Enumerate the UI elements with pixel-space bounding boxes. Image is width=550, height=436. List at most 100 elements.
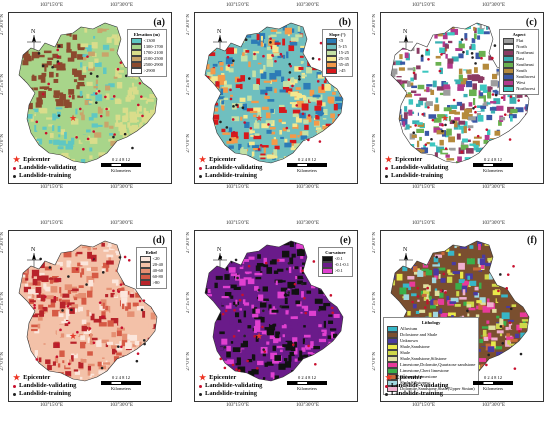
landslide-point bbox=[307, 138, 310, 142]
y-tick: 27°15'0"N bbox=[186, 292, 191, 314]
legend-c: Aspect Flat North Northeast East Southeast Sou… bbox=[499, 29, 539, 95]
scale-bar-graphic bbox=[287, 381, 327, 385]
legend-item: Dolomite,Limestone bbox=[387, 374, 475, 380]
landslide-point bbox=[471, 56, 474, 59]
landslide-point bbox=[274, 59, 277, 63]
points-legend-label: Epicenter bbox=[23, 156, 51, 163]
map-frame: ★ N (a) Elevation (m) <1300 1300-1700 1700-210… bbox=[8, 12, 172, 184]
landslide-point bbox=[301, 269, 304, 273]
landslide-point bbox=[56, 55, 60, 58]
legend-swatch bbox=[503, 50, 515, 56]
landslide-point bbox=[485, 363, 488, 367]
landslide-point bbox=[259, 143, 263, 147]
landslide-point bbox=[219, 357, 223, 361]
landslide-point bbox=[120, 345, 123, 349]
landslide-point bbox=[70, 308, 73, 312]
legend-item: West bbox=[503, 80, 535, 86]
legend-swatch bbox=[387, 344, 398, 350]
landslide-point bbox=[248, 77, 251, 80]
landslide-point bbox=[98, 301, 102, 304]
north-arrow-icon: N bbox=[397, 27, 415, 49]
legend-item: 5-15 bbox=[325, 44, 350, 50]
epicenter-icon: ★ bbox=[385, 373, 393, 382]
landslide-point bbox=[474, 105, 477, 109]
points-legend-item: Landslide-training bbox=[13, 390, 76, 398]
landslide-point bbox=[501, 341, 505, 345]
landslide-point bbox=[452, 98, 456, 102]
scale-ticks: 0 2 4 8 12 bbox=[298, 375, 316, 380]
landslide-point bbox=[269, 37, 272, 40]
landslide-point bbox=[112, 95, 116, 98]
landslide-point bbox=[499, 325, 503, 328]
landslide-point bbox=[97, 89, 101, 93]
landslide-point bbox=[86, 55, 89, 58]
landslide-point bbox=[33, 306, 36, 310]
legend-item: 2500-2900 bbox=[130, 62, 163, 68]
landslide-point bbox=[47, 82, 50, 86]
points-legend-label: Landslide-validating bbox=[19, 382, 77, 389]
svg-text:N: N bbox=[217, 29, 222, 35]
landslide-point bbox=[68, 95, 72, 98]
points-legend-item: Landslide-validating bbox=[13, 164, 76, 172]
landslide-point bbox=[100, 366, 104, 370]
scale-bar: 0 2 4 8 12 Kilometers bbox=[101, 375, 141, 391]
landslide-point bbox=[466, 309, 469, 313]
svg-text:N: N bbox=[217, 247, 222, 253]
legend-a: Elevation (m) <1300 1300-1700 1700-2100 2100… bbox=[126, 29, 167, 77]
scale-bar: 0 2 4 8 12 Kilometers bbox=[287, 375, 327, 391]
legend-label: >0.1 bbox=[334, 268, 343, 273]
landslide-point bbox=[435, 255, 438, 259]
landslide-point bbox=[287, 262, 291, 265]
landslide-point bbox=[499, 273, 502, 276]
landslide-point bbox=[257, 288, 261, 292]
landslide-point bbox=[66, 304, 70, 308]
panel-label: (a) bbox=[153, 17, 165, 28]
scale-unit: Kilometers bbox=[111, 168, 131, 173]
legend-title: Slope (°) bbox=[329, 32, 346, 37]
validating-dot-icon bbox=[199, 166, 202, 170]
legend-swatch bbox=[387, 380, 398, 386]
panel-label: (b) bbox=[338, 17, 351, 28]
scale-bar-graphic bbox=[473, 381, 513, 385]
landslide-point bbox=[485, 128, 489, 131]
legend-swatch bbox=[321, 256, 333, 262]
landslide-point bbox=[262, 348, 266, 351]
landslide-point bbox=[119, 61, 123, 64]
legend-label: Shale,Sandstone,Siltstone bbox=[400, 356, 447, 361]
landslide-point bbox=[89, 72, 93, 75]
landslide-point bbox=[243, 334, 246, 338]
scale-unit: Kilometers bbox=[483, 386, 503, 391]
legend-swatch bbox=[139, 280, 151, 286]
legend-title: Relief bbox=[145, 250, 157, 255]
landslide-point bbox=[53, 296, 57, 300]
legend-swatch bbox=[325, 56, 337, 62]
north-arrow-icon: N bbox=[25, 245, 43, 267]
landslide-point bbox=[113, 133, 116, 136]
panel-label: (f) bbox=[527, 235, 537, 246]
legend-item: Shale,Siltstone bbox=[387, 380, 475, 386]
map-panel-a: 103°15'0"E 103°30'0"E 103°15'0"E 103°30'0"E… bbox=[0, 0, 175, 206]
landslide-point bbox=[120, 326, 124, 330]
landslide-point bbox=[90, 257, 94, 260]
landslide-point bbox=[135, 359, 139, 363]
legend-swatch bbox=[387, 368, 398, 374]
y-tick: 27°15'0"N bbox=[372, 292, 377, 314]
landslide-point bbox=[249, 126, 253, 130]
scale-unit: Kilometers bbox=[297, 168, 317, 173]
legend-item: 15-25 bbox=[325, 50, 349, 56]
landslide-point bbox=[35, 358, 39, 361]
points-legend-item: Landslide-validating bbox=[385, 382, 448, 390]
panel-label: (d) bbox=[152, 235, 165, 246]
landslide-point bbox=[487, 353, 490, 357]
legend-item: Unknown bbox=[387, 338, 475, 344]
legend-label: Shale,Sandstone bbox=[400, 344, 430, 349]
legend-label: North bbox=[516, 44, 527, 49]
points-legend-item: ★ Epicenter bbox=[13, 374, 76, 382]
legend-label: <1300 bbox=[143, 38, 156, 43]
landslide-point bbox=[460, 38, 464, 41]
landslide-point bbox=[117, 345, 120, 348]
legend-item: 40-60 bbox=[139, 268, 163, 274]
svg-text:N: N bbox=[403, 29, 408, 35]
landslide-point bbox=[330, 306, 334, 310]
landslide-point bbox=[420, 54, 424, 58]
